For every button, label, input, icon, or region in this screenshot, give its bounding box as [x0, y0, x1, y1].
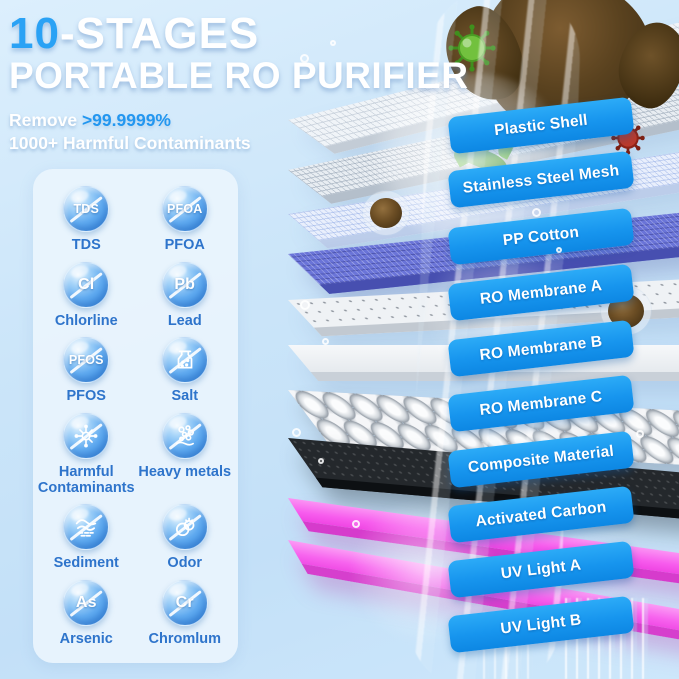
water-bubble — [300, 54, 309, 63]
chromium-icon: Cr — [161, 579, 208, 626]
stage-label-text: RO Membrane B — [478, 332, 604, 364]
title-accent: 10 — [9, 9, 60, 58]
contaminant-odor: Odor — [136, 504, 235, 571]
contaminant-lead: Pb Lead — [136, 261, 235, 329]
contaminant-label: Odor — [167, 555, 203, 572]
stage-label-text: PP Cotton — [502, 223, 580, 249]
contaminant-label: PFOS — [66, 388, 106, 404]
pfoa-symbol: PFOA — [166, 202, 203, 216]
contaminant-sediment: Sediment — [37, 504, 136, 571]
subtitle-line1: Remove >99.9999% — [9, 109, 469, 132]
contaminant-chlorine: Cl Chlorline — [37, 261, 136, 329]
sediment-particle — [370, 198, 402, 228]
title-rest: -STAGES — [59, 9, 260, 58]
chromium-symbol: Cr — [175, 593, 194, 611]
pfoa-icon: PFOA — [161, 186, 208, 232]
contaminant-label: Harmful Contaminants — [37, 463, 135, 496]
stage-label-text: RO Membrane C — [478, 387, 604, 419]
contaminant-label: Heavy metals — [138, 463, 232, 480]
water-bubble — [532, 208, 541, 217]
pfos-symbol: PFOS — [68, 353, 104, 367]
water-bubble — [330, 40, 336, 46]
contaminant-label: PFOA — [164, 237, 205, 253]
salt-icon — [161, 337, 208, 383]
water-bubble — [300, 300, 310, 310]
contaminants-panel: TDS TDS PFOA PFOA Cl Chlorline Pb Lead P… — [33, 169, 238, 663]
water-bubble — [322, 338, 329, 345]
stage-label-text: Composite Material — [467, 442, 615, 476]
page-title-line1: 10-STAGES — [9, 12, 469, 56]
stage-label-text: UV Light A — [499, 555, 582, 583]
contaminant-label: TDS — [71, 237, 101, 253]
water-bubble — [318, 458, 324, 464]
header: 10-STAGES PORTABLE RO PURIFIER Remove >9… — [9, 12, 469, 155]
stage-label-text: UV Light B — [499, 610, 583, 638]
stage-label-text: Plastic Shell — [493, 111, 589, 139]
page-title-line2: PORTABLE RO PURIFIER — [9, 55, 469, 96]
green-virus-icon — [446, 22, 498, 79]
tds-symbol: TDS — [73, 202, 100, 216]
contaminant-pfos: PFOS PFOS — [37, 337, 136, 404]
contaminant-arsenic: As Arsenic — [37, 579, 136, 647]
water-bubble — [556, 247, 562, 253]
heavy-metals-icon — [161, 412, 208, 459]
tds-icon: TDS — [63, 186, 110, 232]
contaminant-tds: TDS TDS — [37, 186, 136, 253]
subtitle-prefix: Remove — [9, 110, 82, 131]
contaminant-label: Arsenic — [59, 630, 113, 647]
odor-icon — [161, 504, 208, 551]
subtitle-line2: 1000+ Harmful Contaminants — [9, 132, 251, 153]
contaminant-label: Lead — [167, 312, 202, 329]
contaminant-label: Chlorline — [54, 312, 118, 329]
lead-icon: Pb — [161, 261, 208, 308]
subtitle: Remove >99.9999% 1000+ Harmful Contamina… — [9, 109, 469, 155]
lead-symbol: Pb — [174, 275, 196, 293]
contaminant-heavy-metals: Heavy metals — [136, 412, 235, 496]
contaminant-chromium: Cr Chromlum — [136, 579, 235, 647]
sediment-icon — [63, 504, 110, 551]
chlorine-symbol: Cl — [78, 275, 95, 293]
water-bubble — [292, 428, 301, 437]
arsenic-symbol: As — [75, 593, 97, 611]
harmful-contaminants-icon — [63, 412, 110, 459]
chlorine-icon: Cl — [63, 261, 110, 308]
stage-label-text: Activated Carbon — [474, 498, 608, 530]
contaminant-pfoa: PFOA PFOA — [136, 186, 235, 253]
contaminant-label: Chromlum — [148, 630, 222, 647]
stage-label-text: RO Membrane A — [479, 276, 603, 308]
contaminant-salt: Salt — [136, 337, 235, 404]
arsenic-icon: As — [63, 579, 110, 626]
contaminant-label: Sediment — [53, 555, 119, 572]
pfos-icon: PFOS — [63, 337, 110, 383]
water-bubble — [636, 430, 644, 438]
subtitle-highlight: >99.9999% — [81, 110, 171, 131]
contaminant-label: Salt — [171, 388, 199, 404]
water-bubble — [352, 520, 360, 528]
contaminant-harmful: Harmful Contaminants — [37, 412, 136, 496]
